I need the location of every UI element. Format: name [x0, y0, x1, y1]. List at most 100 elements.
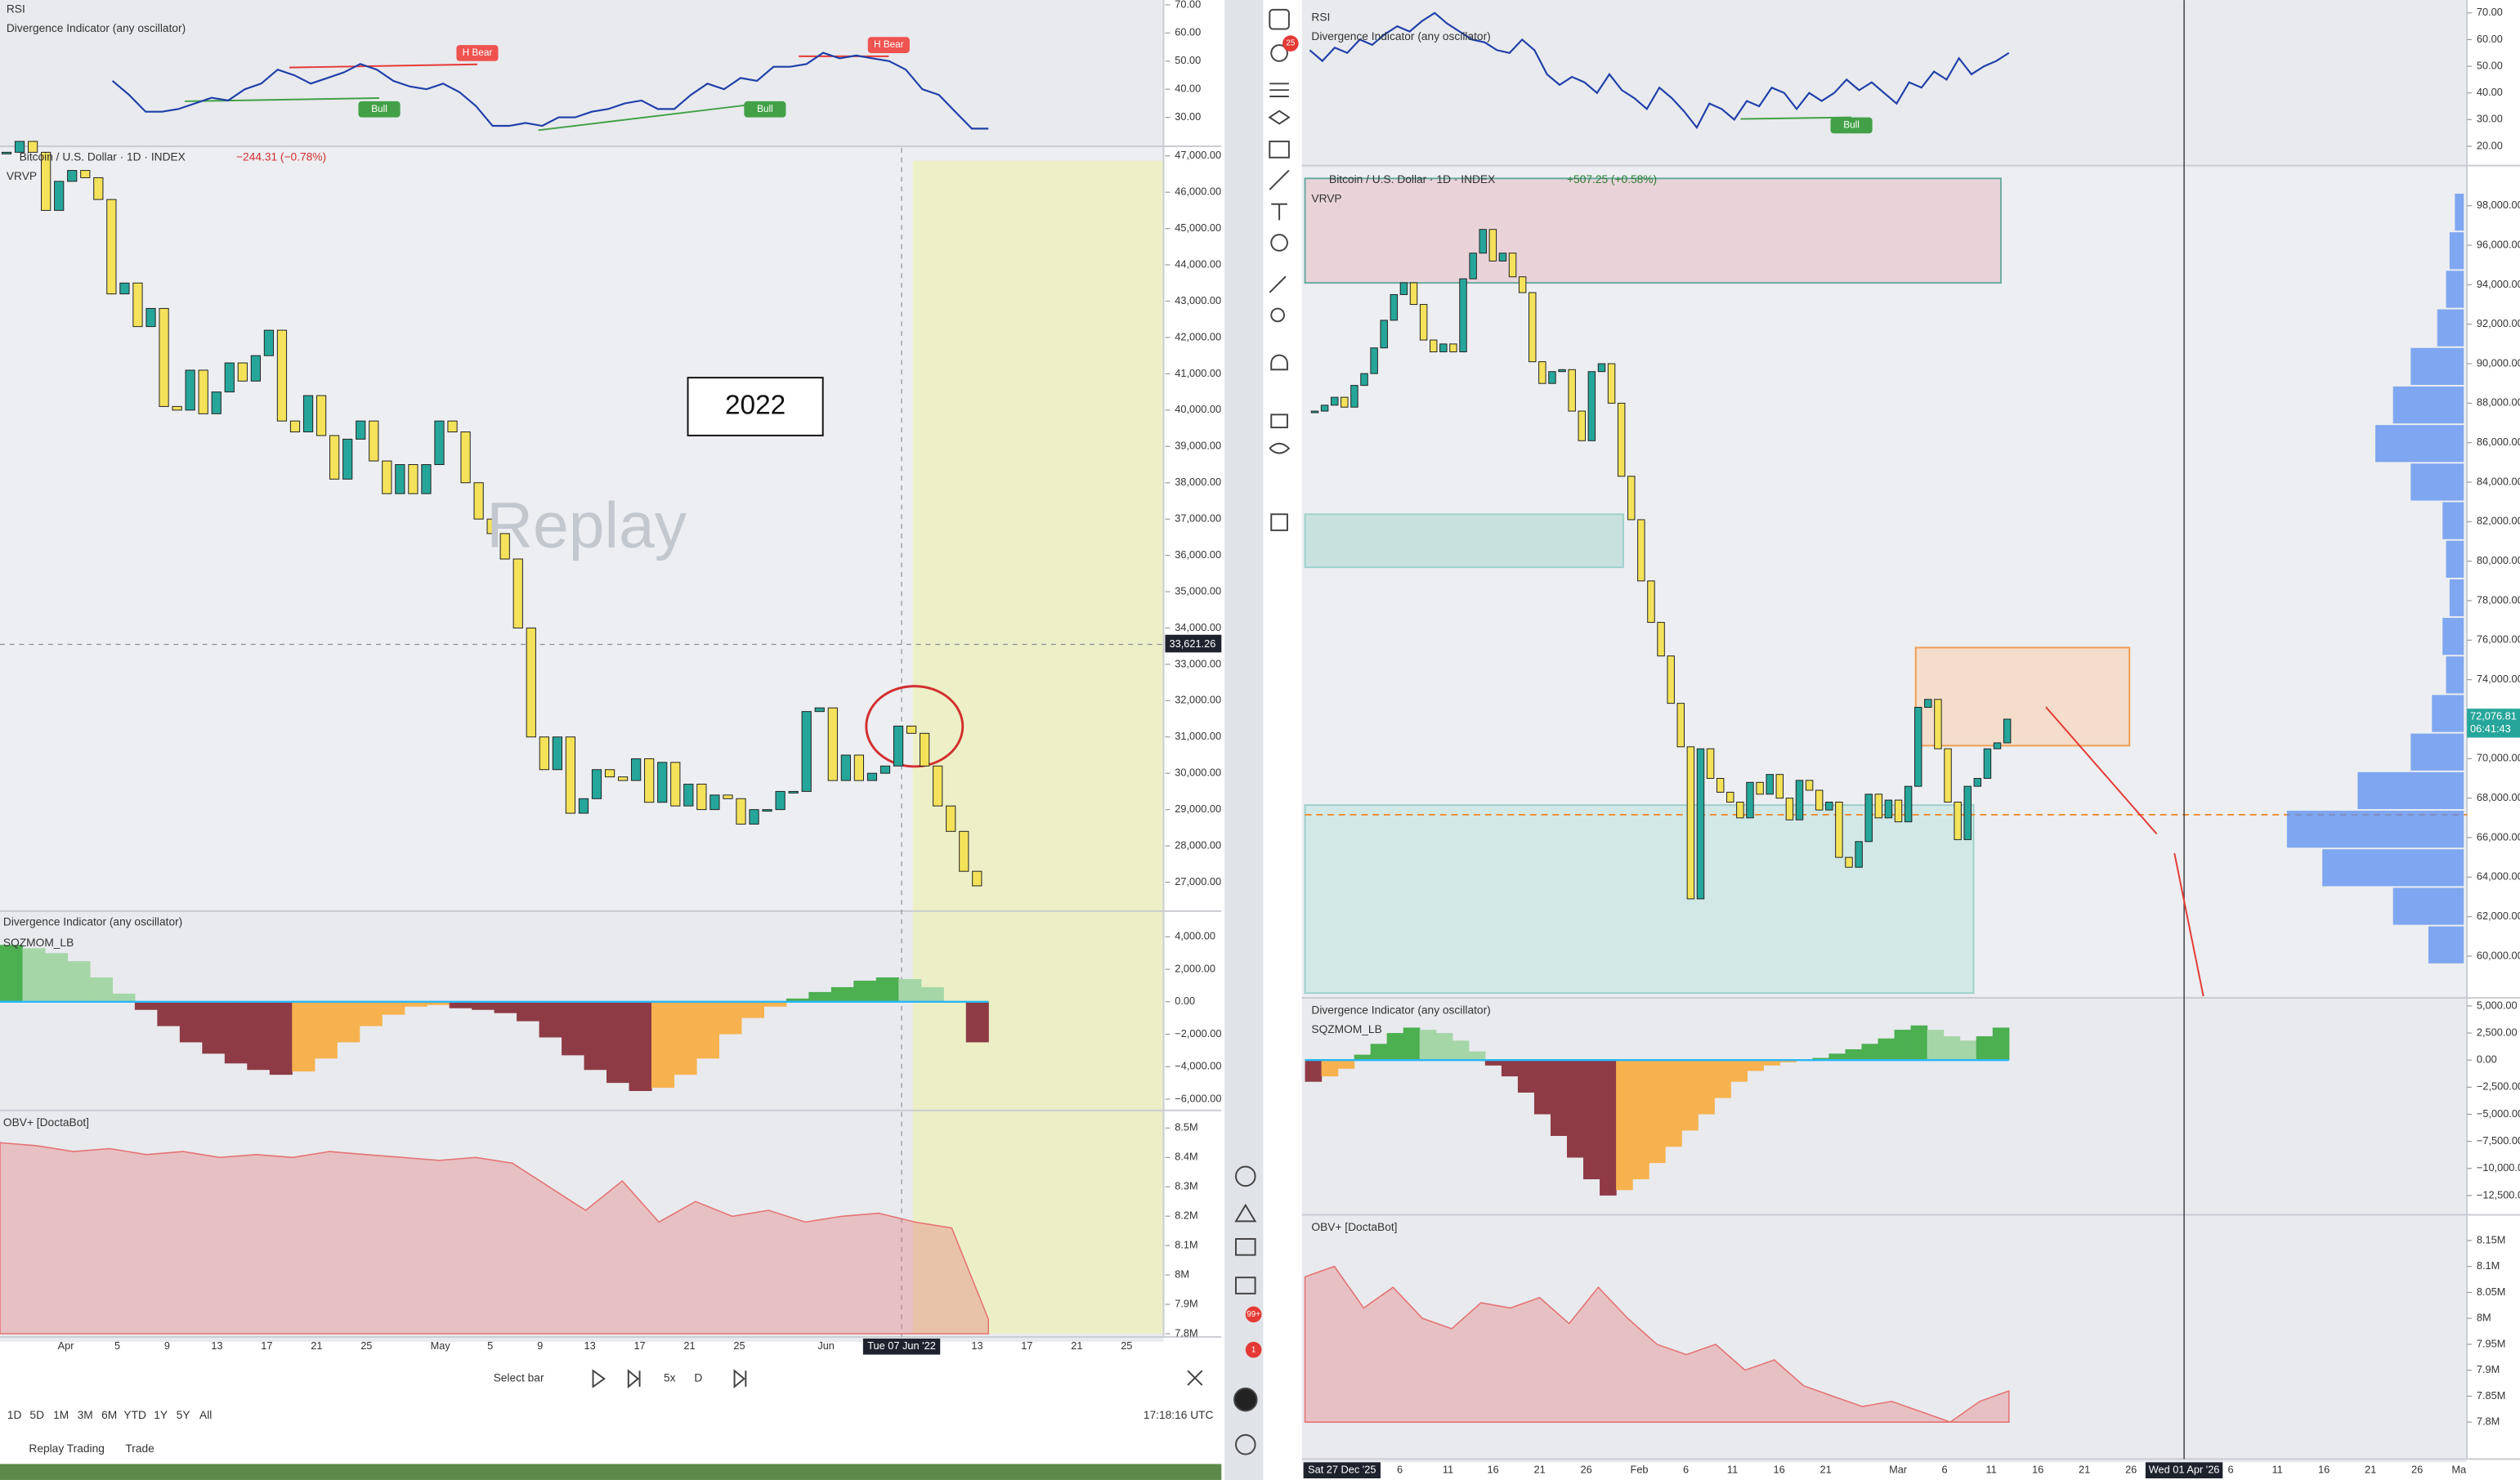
speed[interactable]: 5x [664, 1372, 676, 1384]
y-tick-label: 50.00 [2477, 59, 2503, 71]
x-tick-label: 6 [1397, 1464, 1403, 1476]
x-tick-label: 21 [1820, 1464, 1832, 1476]
candle [1469, 253, 1477, 279]
candle [237, 362, 248, 382]
candle [578, 798, 589, 814]
tool-icon[interactable] [1235, 1433, 1256, 1455]
range-button[interactable]: 5D [29, 1409, 44, 1421]
tool-icon[interactable] [1235, 1165, 1256, 1187]
range-button[interactable]: 1D [7, 1409, 22, 1421]
momentum-bar [1714, 1060, 1731, 1098]
tool-icon[interactable] [1269, 442, 1291, 454]
badge: 99+ [1247, 1310, 1260, 1319]
tool-icon[interactable] [1270, 234, 1288, 252]
y-tick-label: 7.95M [2477, 1337, 2505, 1349]
candle [1766, 774, 1774, 795]
volume-bar [2322, 849, 2464, 887]
play-button[interactable] [592, 1369, 606, 1388]
x-tick-label: Apr [58, 1339, 75, 1352]
tool-icon[interactable] [1270, 354, 1288, 371]
tool-icon[interactable] [1235, 1238, 1256, 1256]
candle [1726, 791, 1734, 803]
tab[interactable]: Trade [125, 1442, 154, 1455]
y-tick-label: 28,000.00 [1175, 838, 1221, 851]
close-button[interactable] [1187, 1370, 1203, 1386]
tool-icon[interactable] [1233, 1387, 1258, 1412]
tool-icon[interactable] [1270, 414, 1288, 429]
tag: Bull [757, 104, 773, 114]
x-tick-label: 11 [2272, 1464, 2282, 1476]
tag-bg [1830, 117, 1873, 134]
candle [1320, 405, 1329, 412]
range-button[interactable]: 1Y [154, 1409, 168, 1421]
year-box [687, 377, 824, 436]
toolbar [1263, 0, 1302, 1480]
volume-bar [2446, 656, 2464, 694]
y-tick-label: −5,000.00 [2477, 1107, 2520, 1120]
y-tick-label: 2,000.00 [1175, 962, 1215, 974]
y-tick-label: −6,000.00 [1175, 1092, 1221, 1104]
momentum-bar [1419, 1030, 1437, 1061]
candle [513, 558, 523, 628]
volume-bar [2357, 771, 2464, 810]
candle [1637, 519, 1645, 582]
tool-icon[interactable] [1234, 1203, 1257, 1223]
y-tick-label: 41,000.00 [1175, 367, 1221, 379]
range-button[interactable]: All [199, 1409, 212, 1421]
y-tick-label: 94,000.00 [2477, 278, 2520, 290]
tool-icon[interactable] [1269, 141, 1290, 159]
tool-icon[interactable] [1269, 169, 1290, 190]
range-button[interactable]: 6M [101, 1409, 117, 1421]
y-tick-label: 35,000.00 [1175, 584, 1221, 597]
tool-icon[interactable] [1269, 275, 1287, 293]
range-button[interactable]: 5Y [177, 1409, 190, 1421]
range-button[interactable]: 3M [78, 1409, 93, 1421]
x-tick-label: 16 [2318, 1464, 2330, 1476]
momentum-bar [449, 1001, 472, 1008]
x-tick-label: Sat 27 Dec '25 [1308, 1464, 1376, 1476]
candle [1508, 253, 1517, 278]
y-tick-label: 46,000.00 [1175, 186, 1221, 198]
candle [814, 707, 825, 713]
range-button[interactable]: YTD [123, 1409, 146, 1421]
x-tick-label: 16 [2032, 1464, 2043, 1476]
candle [906, 725, 917, 734]
y-tick-label: 38,000.00 [1175, 476, 1221, 488]
x-tick-label: 17 [261, 1339, 272, 1352]
tool-icon[interactable] [1270, 307, 1285, 323]
candle [106, 199, 117, 295]
tool-icon[interactable] [1268, 110, 1291, 125]
candle [840, 754, 851, 781]
step-button[interactable] [627, 1369, 641, 1388]
candle [1746, 781, 1754, 819]
momentum-bar [382, 1001, 405, 1015]
tool-icon[interactable] [1269, 8, 1290, 30]
tool-icon[interactable] [1270, 513, 1288, 531]
momentum-bar [1812, 1057, 1830, 1061]
x-tick-label: 13 [584, 1339, 595, 1352]
x-tick-label: 25 [360, 1339, 372, 1352]
date-badge [1303, 1462, 1381, 1478]
range-button[interactable]: 1M [53, 1409, 69, 1421]
volume-bar [2446, 271, 2464, 308]
tool-icon[interactable] [1269, 83, 1289, 98]
momentum-bar [1828, 1053, 1846, 1061]
tool-icon[interactable] [1271, 203, 1287, 221]
tab[interactable]: Replay Trading [29, 1442, 104, 1455]
tool-icon[interactable] [1270, 44, 1288, 62]
momentum-bar [202, 1001, 226, 1054]
volume-bar [2392, 386, 2464, 424]
candle [447, 420, 458, 432]
momentum-bar [1779, 1060, 1797, 1062]
candle [1667, 655, 1675, 704]
candle [723, 794, 733, 799]
candle [1973, 777, 1982, 787]
select-bar[interactable]: Select bar [494, 1372, 544, 1384]
jump-button[interactable] [733, 1369, 747, 1388]
momentum-bar [1550, 1060, 1568, 1136]
label: 17:18:16 UTC [1144, 1409, 1214, 1421]
candle [185, 369, 195, 411]
tool-icon[interactable] [1235, 1277, 1256, 1294]
y-tick-label: −4,000.00 [1175, 1060, 1221, 1072]
interval[interactable]: D [694, 1372, 702, 1384]
